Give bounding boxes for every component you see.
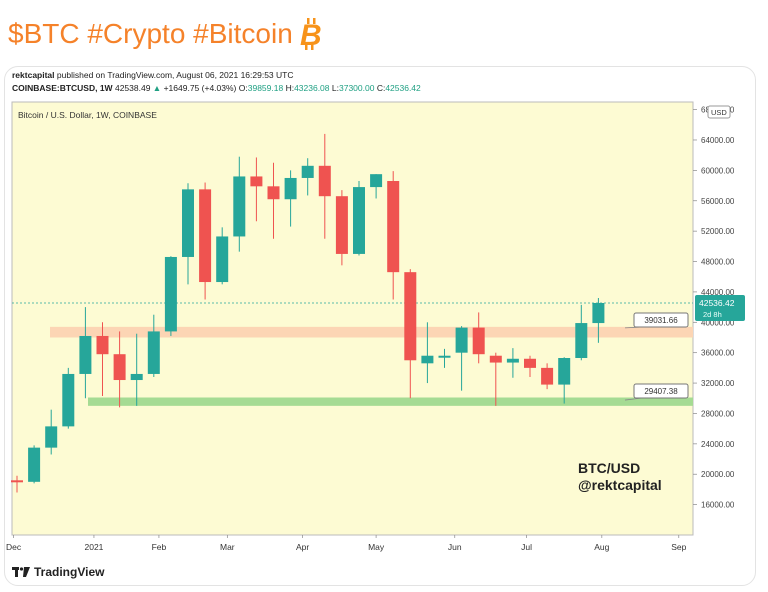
candle-body xyxy=(472,327,485,355)
svg-text:B: B xyxy=(300,19,322,50)
candle-body xyxy=(11,480,23,483)
x-tick-label: Jun xyxy=(448,542,462,552)
publish-line: rektcapital published on TradingView.com… xyxy=(12,70,294,80)
currency-box xyxy=(707,105,731,119)
author-name[interactable]: rektcapital xyxy=(12,70,55,80)
candle-body xyxy=(404,272,417,361)
y-tick-label: 16000.00 xyxy=(701,501,735,510)
price-tag-value: 42536.42 xyxy=(699,298,735,308)
candle-body xyxy=(575,323,588,359)
resistance-callout-label: 39031.66 xyxy=(644,316,678,325)
header-title: $BTC #Crypto #Bitcoin xyxy=(8,18,293,49)
candle-body xyxy=(96,335,109,355)
y-tick-label: 28000.00 xyxy=(701,409,735,418)
x-tick-label: Sep xyxy=(671,542,686,552)
y-tick-label: 60000.00 xyxy=(701,166,735,175)
tradingview-brand: TradingView xyxy=(34,565,105,579)
resistance-callout-box xyxy=(633,312,689,328)
low-value: 37300.00 xyxy=(338,83,375,93)
candle-body xyxy=(592,303,605,324)
candle-body xyxy=(318,165,331,197)
candle-body xyxy=(147,331,160,374)
open-label: O: xyxy=(238,83,248,93)
support-zone xyxy=(88,397,693,406)
candle-body xyxy=(216,236,229,283)
x-tick-label: 2021 xyxy=(84,542,103,552)
candle-body xyxy=(113,354,126,381)
close-label: C: xyxy=(376,83,386,93)
candle-body xyxy=(541,367,554,385)
close-value: 42536.42 xyxy=(385,83,421,93)
y-tick-label: 20000.00 xyxy=(701,470,735,479)
candle-body xyxy=(45,426,58,448)
candle-body xyxy=(353,187,365,254)
price-tag xyxy=(695,295,745,322)
tradingview-icon xyxy=(12,567,30,577)
plot-background xyxy=(11,101,694,536)
candle-body xyxy=(130,373,143,381)
x-tick-label: Mar xyxy=(220,542,235,552)
chart-title: Bitcoin / U.S. Dollar, 1W, COINBASE xyxy=(18,110,157,120)
candle-body xyxy=(524,358,536,368)
candle-body xyxy=(387,181,400,273)
candle-body xyxy=(28,447,41,482)
high-value: 43236.08 xyxy=(294,83,330,93)
candle-body xyxy=(489,355,502,363)
candle-body xyxy=(182,189,194,257)
candle-body xyxy=(267,186,280,200)
change-value: +1649.75 (+4.03%) xyxy=(163,83,237,93)
candle-body xyxy=(62,373,75,427)
currency-label: USD xyxy=(711,108,727,117)
last-price: 42538.49 xyxy=(114,83,151,93)
y-tick-label: 44000.00 xyxy=(701,288,735,297)
candle-body xyxy=(233,176,246,237)
y-tick-label: 48000.00 xyxy=(701,258,735,267)
resistance-zone xyxy=(50,326,693,338)
y-tick-label: 64000.00 xyxy=(701,136,735,145)
support-callout-label: 29407.38 xyxy=(644,387,678,396)
watermark-line-1: BTC/USD xyxy=(578,460,640,476)
candle-body xyxy=(506,358,519,363)
candle-body xyxy=(370,174,383,188)
candle-body xyxy=(164,256,177,332)
x-tick-label: Feb xyxy=(152,542,167,552)
candle-body xyxy=(335,196,348,254)
candle-body xyxy=(301,165,314,178)
y-tick-label: 36000.00 xyxy=(701,349,735,358)
x-tick-label: Jul xyxy=(521,542,532,552)
candle-body xyxy=(199,189,212,283)
candle-body xyxy=(438,355,451,358)
change-arrow-icon: ▲ xyxy=(152,83,162,93)
candle-body xyxy=(250,176,263,187)
x-tick-label: May xyxy=(368,542,385,552)
y-tick-label: 40000.00 xyxy=(701,318,735,327)
tradingview-logo[interactable]: TradingView xyxy=(12,565,104,579)
y-tick-label: 52000.00 xyxy=(701,227,735,236)
candle-body xyxy=(79,335,92,374)
y-tick-label: 24000.00 xyxy=(701,440,735,449)
ohlc-line: COINBASE:BTCUSD, 1W 42538.49 ▲ +1649.75 … xyxy=(12,83,421,93)
bitcoin-icon: B xyxy=(300,18,322,50)
x-tick-label: Aug xyxy=(594,542,609,552)
candle-body xyxy=(284,177,297,200)
open-value: 39859.18 xyxy=(247,83,284,93)
y-tick-label: 56000.00 xyxy=(701,197,735,206)
candle-body xyxy=(421,355,434,364)
y-tick-label: 32000.00 xyxy=(701,379,735,388)
symbol-label: COINBASE:BTCUSD, 1W xyxy=(12,83,113,93)
publish-info: published on TradingView.com, August 06,… xyxy=(56,70,294,80)
candle-body xyxy=(455,327,468,353)
watermark-line-2: @rektcapital xyxy=(578,477,662,493)
x-tick-label: Apr xyxy=(296,542,309,552)
x-tick-label: Dec xyxy=(6,542,22,552)
tweet-header: $BTC #Crypto #Bitcoin B xyxy=(8,12,325,56)
support-callout-box xyxy=(633,383,689,399)
candle-body xyxy=(558,358,571,385)
low-label: L: xyxy=(331,83,339,93)
price-tag-countdown: 2d 8h xyxy=(703,310,722,319)
high-label: H: xyxy=(285,83,295,93)
